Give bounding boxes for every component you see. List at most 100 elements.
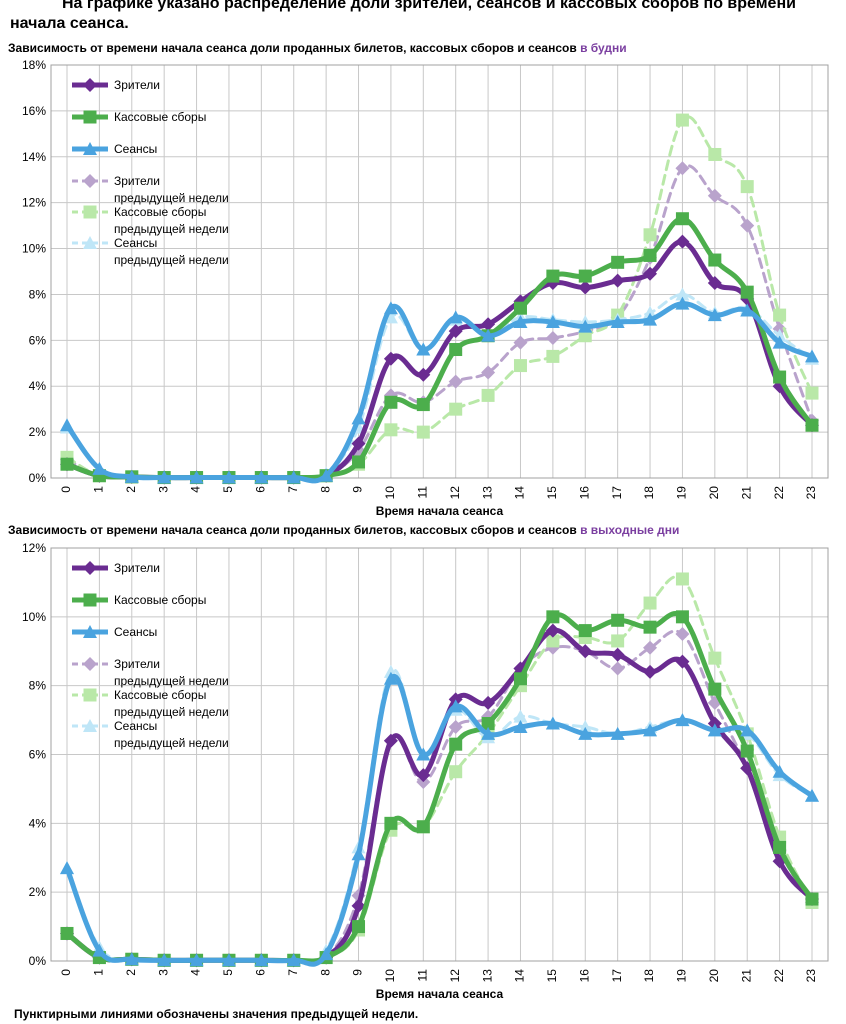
chart-2-x-tick-label: 14 — [513, 969, 527, 983]
chart-2-x-tick-label: 10 — [383, 969, 397, 983]
chart-2-point-sessions — [740, 723, 755, 737]
chart-2-legend-sublabel-revenue_prev: предыдущей недели — [114, 705, 229, 719]
chart-2-point-revenue — [675, 610, 689, 624]
chart-1-point-revenue_prev — [643, 228, 657, 242]
chart-2-x-tick-label: 1 — [92, 969, 106, 976]
chart-2-point-sessions — [157, 953, 172, 967]
chart-1-point-revenue — [611, 255, 625, 269]
chart-2-legend-marker-revenue_prev — [83, 688, 97, 702]
chart-1-x-tick-label: 21 — [739, 486, 753, 500]
chart-2-legend-item-revenue: Кассовые сборы — [72, 593, 206, 607]
chart-1-series-sessions — [60, 296, 819, 484]
chart-1-legend: Зрители Кассовые сборы Сеансы Зрители предыд… — [72, 78, 229, 267]
chart-1-x-tick-label: 17 — [610, 486, 624, 500]
chart-2-point-revenue — [449, 737, 463, 751]
chart-2-point-revenue — [805, 892, 819, 906]
chart-2-x-tick-label: 8 — [318, 969, 332, 976]
chart-2-point-sessions — [707, 723, 722, 737]
chart-1-point-revenue — [449, 343, 463, 357]
chart-2-x-tick-label: 0 — [59, 969, 73, 976]
chart-2-legend-sublabel-viewers_prev: предыдущей недели — [114, 674, 229, 688]
chart-2-series-revenue_prev — [60, 572, 819, 967]
chart-1-point-revenue — [708, 253, 722, 267]
chart-1-point-revenue_prev — [481, 388, 495, 402]
chart-2-point-revenue — [578, 624, 592, 638]
chart-1-legend-label-revenue: Кассовые сборы — [114, 110, 206, 124]
chart-2-x-tick-label: 20 — [707, 969, 721, 983]
chart-2-point-sessions — [805, 788, 819, 802]
chart-1-point-viewers — [643, 266, 658, 281]
chart-2-x-tick-label: 3 — [156, 969, 170, 976]
chart-2-point-revenue_prev — [675, 572, 689, 586]
chart-1-point-revenue_prev — [546, 349, 560, 363]
chart-1-point-sessions — [254, 470, 269, 484]
chart-2-point-viewers — [383, 733, 398, 748]
chart-1-point-viewers_prev — [675, 161, 690, 176]
chart-2-legend-marker-sessions_prev — [83, 719, 97, 732]
chart-1-x-tick-label: 16 — [577, 486, 591, 500]
chart-1-y-tick-label: 2% — [29, 425, 47, 439]
chart-2-legend-label-viewers: Зрители — [114, 561, 160, 575]
chart-2-point-sessions — [675, 713, 690, 727]
chart-2-point-viewers_prev — [610, 661, 625, 676]
chart-2-point-sessions — [319, 947, 334, 961]
chart-1-point-revenue — [416, 398, 430, 412]
chart-1-point-viewers — [448, 324, 463, 339]
chart-2-y-tick-label: 4% — [29, 816, 47, 830]
chart-2-point-revenue_prev — [708, 651, 722, 665]
chart-2-point-sessions — [124, 952, 139, 966]
chart-weekdays: 0%2%4%6%8%10%12%14%16%18%0 1 2 3 4 5 6 7 8 9 10 11 1… — [22, 58, 829, 518]
chart-2-point-revenue_prev — [643, 596, 657, 610]
chart-2-point-sessions — [578, 726, 593, 740]
chart-1-y-tick-label: 12% — [22, 196, 46, 210]
chart-1-point-revenue — [805, 418, 819, 432]
chart-1-point-sessions — [481, 328, 496, 342]
chart-2-point-viewers — [643, 664, 658, 679]
chart-2-point-sessions — [286, 953, 301, 967]
chart-2-point-revenue — [481, 717, 495, 731]
chart-1-point-sessions — [383, 301, 398, 315]
chart-1-point-sessions — [643, 312, 658, 326]
chart-2-point-viewers — [545, 623, 560, 638]
chart-2-title-accent: в выходные дни — [580, 523, 680, 537]
chart-1-point-viewers_prev — [448, 374, 463, 389]
chart-1-x-tick-label: 8 — [318, 486, 332, 493]
chart-1-point-revenue_prev — [805, 386, 819, 400]
chart-1-point-revenue — [578, 269, 592, 283]
chart-2-legend-marker-revenue — [83, 593, 97, 607]
chart-2-subtitle: Зависимость от времени начала сеанса дол… — [8, 523, 679, 537]
page-title: На графике указано распределение доли зр… — [10, 0, 796, 32]
chart-1-x-tick-label: 6 — [254, 486, 268, 493]
chart-2-point-sessions — [448, 699, 463, 713]
chart-1-point-sessions — [805, 349, 819, 363]
chart-2-point-sessions — [481, 726, 496, 740]
chart-1-legend-marker-viewers — [83, 78, 97, 92]
chart-2-x-tick-label: 7 — [286, 969, 300, 976]
chart-2-point-revenue — [513, 672, 527, 686]
chart-2-point-sessions — [643, 723, 658, 737]
chart-2-point-sessions — [416, 747, 431, 761]
chart-2-series-sessions — [60, 671, 819, 967]
chart-1-x-axis-label: Время начала сеанса — [376, 504, 504, 518]
chart-2-legend-item-sessions_prev: Сеансы предыдущей недели — [72, 719, 229, 750]
chart-2-x-tick-label: 5 — [221, 969, 235, 976]
chart-2-point-revenue — [740, 744, 754, 758]
chart-2-point-sessions — [189, 953, 204, 967]
chart-2-y-tick-label: 6% — [29, 748, 47, 762]
chart-2-point-revenue — [773, 840, 787, 854]
chart-1-x-tick-label: 9 — [351, 486, 365, 493]
chart-2-point-sessions — [545, 716, 560, 730]
chart-2-x-tick-label: 9 — [351, 969, 365, 976]
chart-1-point-revenue — [675, 212, 689, 226]
chart-2-x-tick-label: 2 — [124, 969, 138, 976]
chart-1-point-viewers — [416, 367, 431, 382]
chart-1-legend-item-viewers_prev: Зрители предыдущей недели — [72, 174, 229, 205]
chart-1-point-sessions — [351, 411, 366, 425]
chart-1-point-viewers — [675, 234, 690, 249]
chart-1-subtitle: Зависимость от времени начала сеанса дол… — [8, 41, 627, 55]
chart-2-y-tick-label: 2% — [29, 885, 47, 899]
chart-2-point-viewers — [675, 654, 690, 669]
chart-1-legend-label-viewers_prev: Зрители — [114, 174, 160, 188]
chart-1-point-sessions — [610, 314, 625, 328]
chart-2-x-tick-label: 12 — [448, 969, 462, 983]
